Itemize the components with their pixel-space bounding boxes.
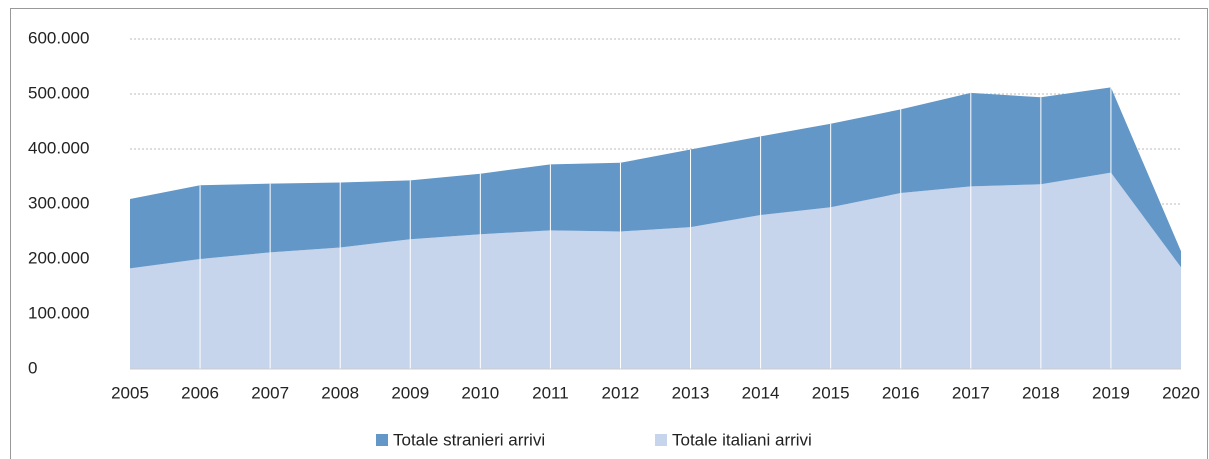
y-tick-label: 200.000 bbox=[28, 248, 89, 267]
x-tick-label: 2005 bbox=[111, 383, 149, 402]
legend-label: Totale stranieri arrivi bbox=[393, 430, 545, 449]
x-tick-label: 2008 bbox=[321, 383, 359, 402]
x-tick-label: 2020 bbox=[1162, 383, 1200, 402]
y-tick-label: 400.000 bbox=[28, 138, 89, 157]
x-tick-label: 2016 bbox=[882, 383, 920, 402]
x-tick-label: 2019 bbox=[1092, 383, 1130, 402]
y-tick-label: 300.000 bbox=[28, 193, 89, 212]
x-tick-label: 2010 bbox=[461, 383, 499, 402]
y-tick-label: 600.000 bbox=[28, 28, 89, 47]
legend-swatch bbox=[655, 434, 667, 446]
x-tick-label: 2015 bbox=[812, 383, 850, 402]
y-tick-label: 0 bbox=[28, 358, 37, 377]
area bbox=[130, 87, 1181, 269]
x-tick-label: 2012 bbox=[602, 383, 640, 402]
x-tick-label: 2011 bbox=[532, 383, 569, 402]
x-tick-label: 2009 bbox=[391, 383, 429, 402]
x-tick-label: 2014 bbox=[742, 383, 780, 402]
x-tick-label: 2006 bbox=[181, 383, 219, 402]
area bbox=[130, 172, 1181, 369]
legend-label: Totale italiani arrivi bbox=[672, 430, 812, 449]
y-tick-label: 100.000 bbox=[28, 303, 89, 322]
x-tick-label: 2007 bbox=[251, 383, 289, 402]
legend-swatch bbox=[376, 434, 388, 446]
x-tick-label: 2018 bbox=[1022, 383, 1060, 402]
y-tick-label: 500.000 bbox=[28, 83, 89, 102]
x-tick-label: 2017 bbox=[952, 383, 990, 402]
x-tick-label: 2013 bbox=[672, 383, 710, 402]
